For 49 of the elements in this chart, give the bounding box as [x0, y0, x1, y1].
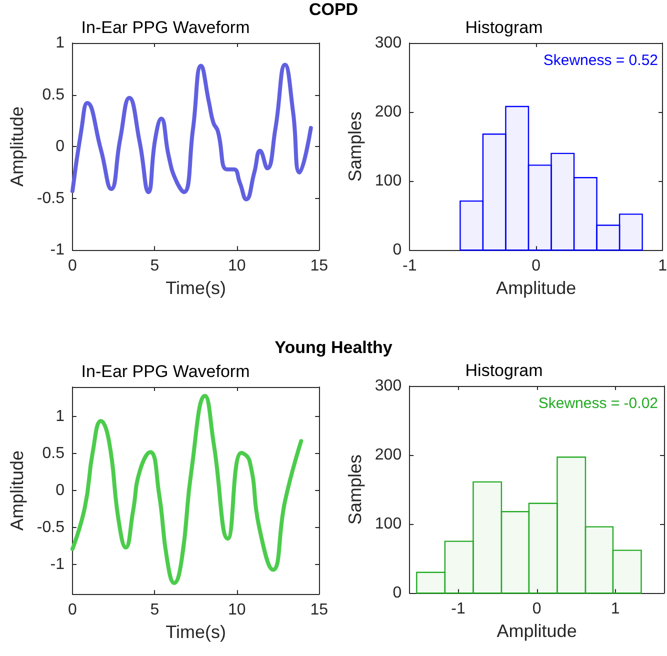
chart-title: In-Ear PPG Waveform	[81, 362, 250, 381]
y-axis-title: Samples	[345, 112, 365, 182]
x-tick-label: 1	[610, 600, 620, 618]
y-tick-label: 300	[374, 378, 402, 394]
x-tick-label: 1	[658, 258, 667, 275]
chart-subtitle: Young Healthy	[274, 338, 394, 358]
x-tick-label: 10	[228, 258, 246, 275]
chart-title: Histogram	[465, 18, 543, 37]
y-tick-label: 0	[392, 584, 402, 602]
y-axis-title: Samples	[345, 454, 365, 525]
y-tick-label: 0	[56, 138, 65, 156]
y-axis-title: Amplitude	[7, 450, 27, 531]
y-tick-label: 1	[56, 408, 65, 426]
y-tick-label: 300	[374, 34, 402, 52]
line-series	[70, 62, 313, 202]
y-tick-label: -0.5	[36, 190, 65, 207]
x-axis-title: Amplitude	[496, 278, 576, 298]
x-tick-label: -1	[451, 600, 466, 618]
y-tick-label: -1	[50, 556, 65, 574]
x-tick-label: 15	[310, 258, 328, 275]
y-tick-label: 1	[56, 34, 65, 52]
y-tick-label: 100	[374, 172, 402, 190]
x-tick-label: 5	[150, 258, 160, 275]
x-tick-label: 0	[532, 258, 541, 275]
y-tick-label: 200	[374, 104, 402, 121]
line-series	[70, 394, 304, 586]
x-tick-label: 0	[68, 258, 78, 275]
annotation: Skewness = 0.52	[543, 52, 658, 69]
x-tick-label: 15	[310, 602, 328, 619]
y-tick-label: 0	[392, 242, 402, 259]
y-tick-label: 100	[374, 516, 402, 533]
chart-subtitle: COPD	[308, 0, 358, 19]
annotation: Skewness = -0.02	[538, 395, 658, 412]
y-tick-label: 0	[56, 482, 65, 500]
y-tick-label: -1	[50, 242, 65, 259]
x-tick-label: 0	[68, 602, 78, 619]
y-axis-title: Amplitude	[7, 106, 27, 187]
y-tick-label: -0.5	[36, 519, 65, 536]
y-tick-label: 200	[374, 446, 402, 464]
x-tick-label: 0	[532, 600, 542, 618]
x-axis-title: Amplitude	[496, 621, 577, 641]
x-tick-label: 5	[150, 602, 160, 619]
y-tick-label: 0.5	[42, 86, 65, 104]
y-tick-label: 0.5	[42, 445, 65, 462]
x-axis-title: Time(s)	[166, 622, 226, 642]
x-axis-title: Time(s)	[166, 278, 226, 298]
chart-title: In-Ear PPG Waveform	[81, 18, 250, 37]
chart-title: Histogram	[465, 361, 543, 380]
x-tick-label: 10	[228, 602, 246, 619]
